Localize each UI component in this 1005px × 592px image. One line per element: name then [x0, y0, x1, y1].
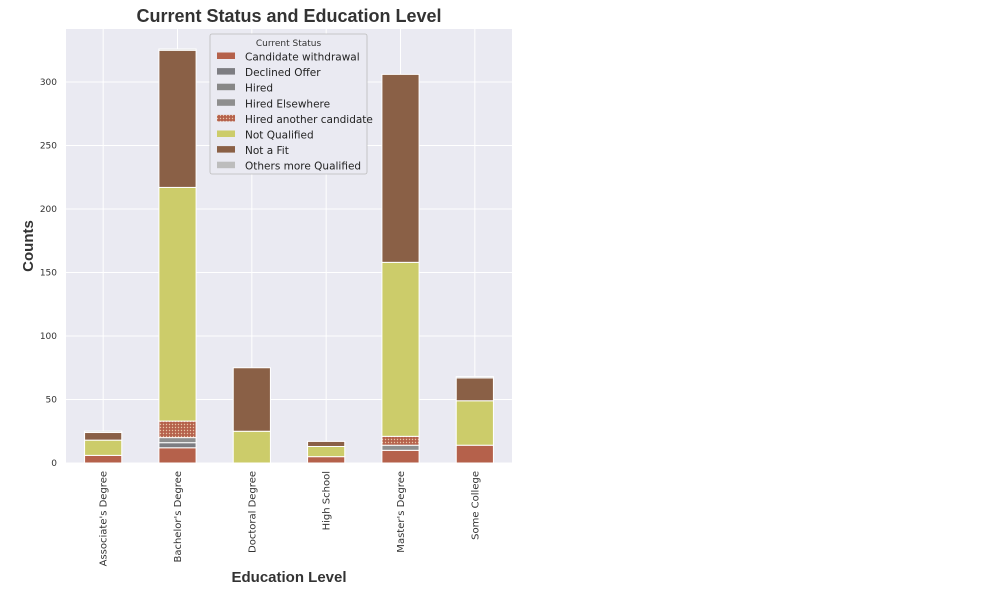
y-axis-label: Counts — [20, 220, 37, 272]
x-tick-label: Bachelor's Degree — [173, 471, 184, 563]
y-tick-label: 100 — [40, 332, 57, 342]
bar-segment — [232, 367, 271, 432]
x-tick-label: Some College — [470, 471, 481, 540]
x-tick-label: Associate's Degree — [99, 471, 110, 566]
y-axis-ticks: 0 50 100 150 200 250 300 — [40, 78, 57, 469]
legend: Current Status Candidate withdrawal Decli… — [209, 33, 373, 175]
bar-segment — [158, 442, 197, 449]
legend-entry-label: Not Qualified — [245, 130, 314, 142]
bar-segment — [455, 377, 494, 402]
bar-segment — [158, 48, 197, 51]
bar-segment — [158, 420, 197, 439]
legend-swatch — [217, 68, 235, 75]
legend-swatch — [217, 52, 235, 59]
x-axis-label: Education Level — [231, 569, 346, 586]
bar-segment — [158, 186, 197, 422]
x-tick-label: Doctoral Degree — [247, 471, 258, 553]
bar-segment — [381, 261, 420, 437]
bar-segment — [158, 447, 197, 464]
legend-entry-label: Candidate withdrawal — [245, 52, 360, 64]
legend-swatch — [217, 99, 235, 106]
x-axis-ticks: Associate's Degree Bachelor's Degree Docto… — [99, 471, 482, 566]
y-tick-label: 300 — [40, 78, 57, 88]
bar-segment — [307, 440, 346, 447]
bar-segment — [381, 449, 420, 464]
bar-segment — [381, 435, 420, 446]
y-tick-label: 250 — [40, 142, 57, 152]
bar-segment — [455, 376, 494, 379]
bar-segment — [455, 444, 494, 464]
legend-swatch — [217, 161, 235, 169]
legend-swatch — [217, 130, 235, 137]
bar-segment — [232, 430, 271, 464]
y-tick-label: 200 — [40, 205, 57, 215]
x-tick-label: High School — [322, 471, 333, 530]
bars — [84, 48, 494, 464]
legend-title: Current Status — [256, 39, 322, 49]
bar-segment — [84, 430, 123, 434]
legend-swatch — [217, 83, 235, 91]
chart-title: Current Status and Education Level — [136, 6, 441, 26]
y-tick-label: 0 — [51, 459, 57, 469]
bar-segment — [84, 439, 123, 456]
legend-items: Candidate withdrawal Declined Offer Hired H… — [217, 52, 373, 173]
y-tick-label: 50 — [46, 396, 58, 406]
y-tick-label: 150 — [40, 269, 57, 279]
legend-entry-label: Hired Elsewhere — [245, 98, 330, 110]
legend-entry-label: Declined Offer — [245, 67, 321, 79]
legend-box — [209, 33, 368, 175]
bar-segment — [307, 445, 346, 458]
legend-entry-label: Hired — [245, 83, 273, 95]
bar-segment — [381, 73, 420, 263]
bar-segment — [158, 49, 197, 188]
bar-segment — [381, 444, 420, 451]
legend-swatch — [217, 146, 235, 153]
legend-entry-label: Not a Fit — [245, 145, 289, 157]
legend-swatch — [217, 114, 235, 122]
bar-segment — [455, 400, 494, 446]
legend-entry-label: Others more Qualified — [245, 161, 361, 173]
bar-segment — [307, 456, 346, 464]
bar-segment — [158, 437, 197, 444]
bar-segment — [84, 454, 123, 464]
x-tick-label: Master's Degree — [396, 471, 407, 553]
legend-entry-label: Hired another candidate — [245, 114, 373, 126]
bar-segment — [84, 432, 123, 441]
